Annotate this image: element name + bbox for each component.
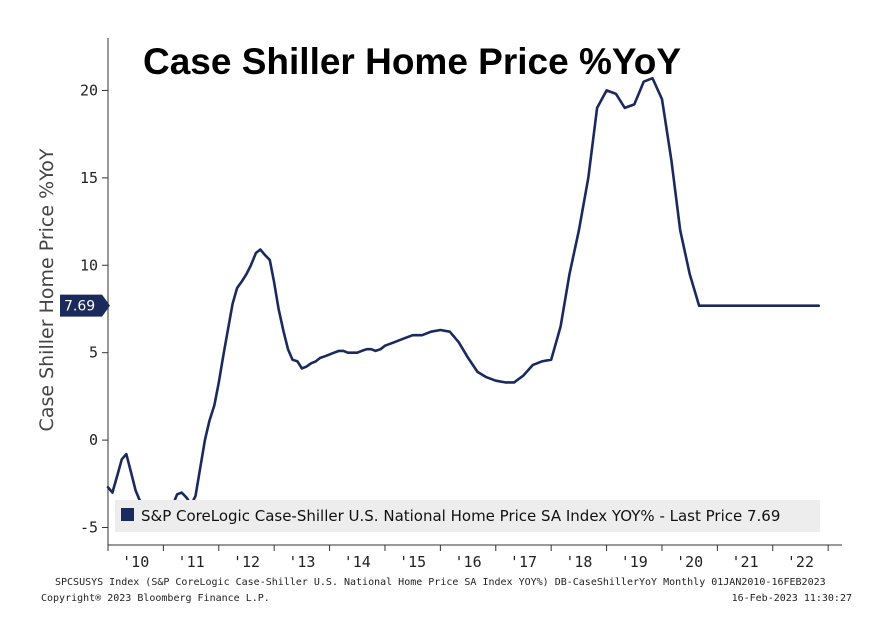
- legend-swatch: [121, 508, 134, 521]
- x-tick-label: '13: [288, 553, 315, 571]
- x-tick-label: '15: [399, 553, 426, 571]
- x-tick-label: '22: [787, 553, 814, 571]
- x-tick-label: '18: [565, 553, 592, 571]
- x-tick-label: '14: [344, 553, 371, 571]
- legend: S&P CoreLogic Case-Shiller U.S. National…: [115, 500, 820, 532]
- x-tick-label: '21: [732, 553, 759, 571]
- y-tick-label: 10: [80, 256, 98, 274]
- y-tick-label: 0: [89, 431, 98, 449]
- footer-timestamp: 16-Feb-2023 11:30:27: [732, 593, 852, 604]
- footer-copyright: Copyright® 2023 Bloomberg Finance L.P.: [41, 593, 270, 604]
- x-tick-label: '12: [233, 553, 260, 571]
- x-tick-label: '11: [178, 553, 205, 571]
- x-tick-label: '10: [122, 553, 149, 571]
- x-tick-label: '19: [621, 553, 648, 571]
- series-line: [106, 76, 820, 517]
- y-tick-label: 15: [80, 169, 98, 187]
- x-tick-label: '17: [510, 553, 537, 571]
- y-tick-label: 20: [80, 81, 98, 99]
- x-tick-label: '20: [676, 553, 703, 571]
- y-tick-label: -5: [80, 519, 98, 537]
- legend-entry: S&P CoreLogic Case-Shiller U.S. National…: [141, 507, 780, 525]
- last-value-badge-shape: [60, 294, 110, 317]
- x-ticks: '10 '11 '12 '13 '14 '15 '16 '17 '18 '19 '20 '21 '22: [107, 545, 829, 571]
- last-value-badge: 7.69: [60, 294, 110, 317]
- chart-title: Case Shiller Home Price %YoY: [143, 41, 681, 82]
- last-value-label: 7.69: [64, 299, 95, 315]
- y-ticks: 20 15 10 5 0 -5: [80, 81, 108, 537]
- y-tick-label: 5: [89, 344, 98, 362]
- x-tick-label: '16: [455, 553, 482, 571]
- legend-background: [115, 500, 820, 532]
- footer-source: SPCSUSYS Index (S&P CoreLogic Case-Shill…: [55, 577, 826, 588]
- y-axis-label: Case Shiller Home Price %YoY: [36, 148, 58, 431]
